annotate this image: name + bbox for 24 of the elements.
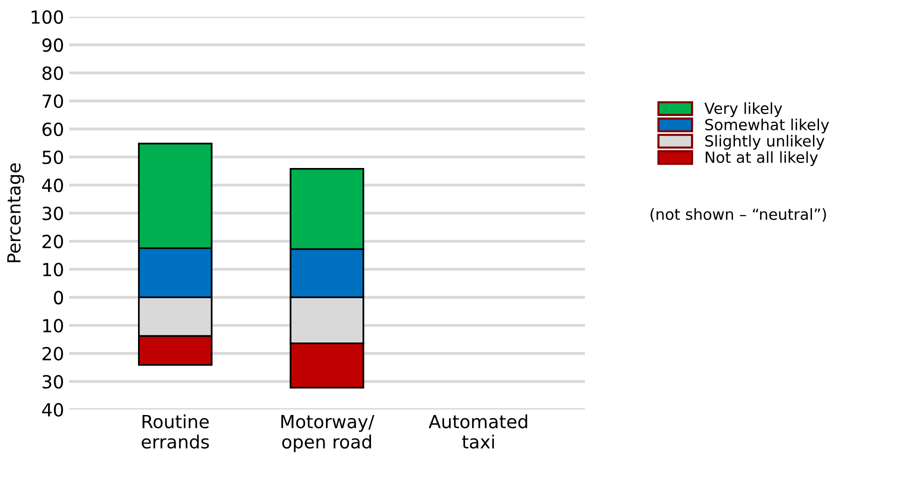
y-tick-label: 90 (42, 38, 64, 52)
y-tick-label: 60 (42, 122, 64, 136)
y-tick-label: 40 (42, 178, 64, 192)
y-tick-label: 100 (32, 10, 64, 24)
legend-label: Very likely (704, 102, 782, 118)
y-tick-label: 0 (54, 290, 64, 304)
y-tick-label: 50 (42, 150, 64, 164)
legend-label: Slightly unlikely (705, 134, 824, 150)
y-tick-label: 40 (42, 403, 64, 417)
text: (not shown – “neutral”) (650, 208, 826, 222)
legend-label: Somewhat likely (705, 118, 830, 134)
y-tick-label: 10 (43, 318, 64, 332)
y-tick-label: 70 (42, 94, 64, 108)
y-tick-label: 10 (43, 262, 64, 276)
y-tick-label: 30 (42, 206, 64, 220)
y-tick-label: 20 (42, 234, 64, 248)
legend-label: Not at all likely (706, 151, 818, 166)
x-tick-label: Automated taxi (428, 414, 528, 449)
x-tick-label: Motorway/ open road (281, 414, 374, 452)
y-axis-title: Percentage (7, 163, 24, 262)
y-tick-label: 20 (42, 346, 64, 361)
x-tick-label: Routine errands (142, 414, 209, 449)
y-tick-label: 80 (42, 66, 64, 80)
y-tick-label: 30 (42, 374, 64, 389)
